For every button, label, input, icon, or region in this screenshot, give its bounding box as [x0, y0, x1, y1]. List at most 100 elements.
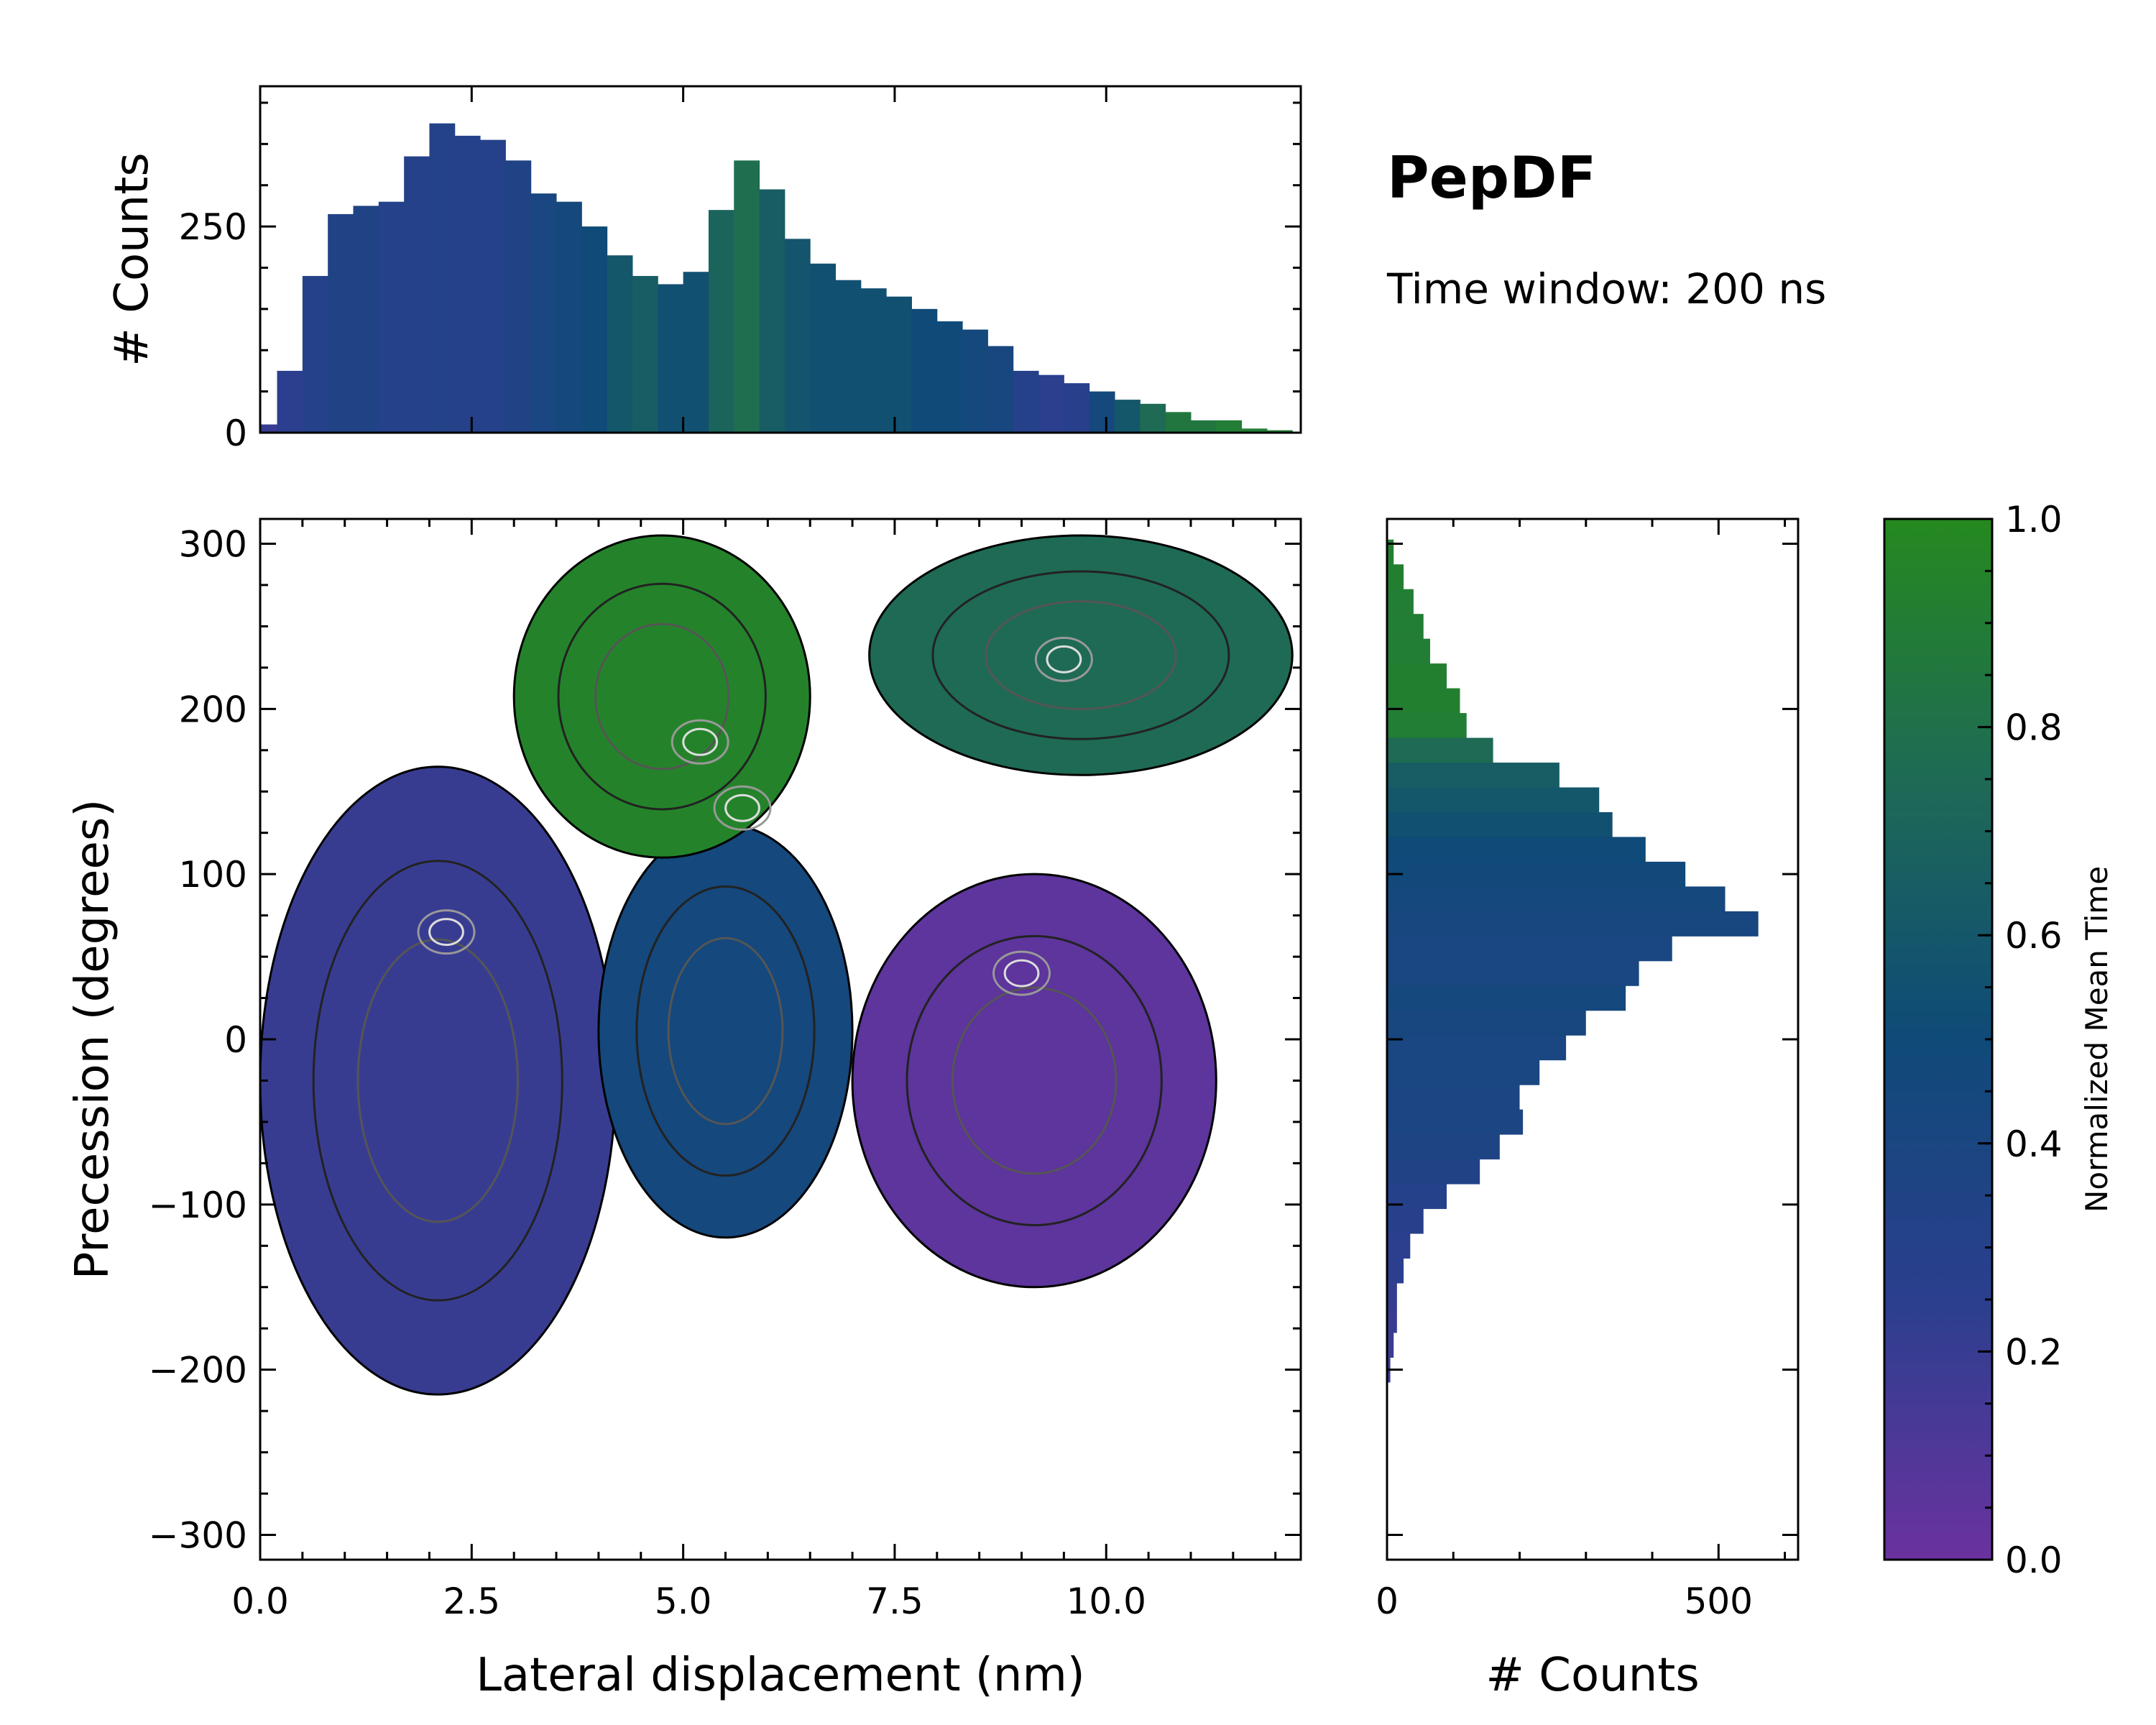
peak-contour: [428, 918, 464, 947]
density-contour: [951, 986, 1118, 1175]
x-marginal-bar: [987, 346, 1014, 433]
colorbar-ticks: 1.0 0.8 0.6 0.4 0.2 0.0: [1978, 499, 2063, 1581]
x-tick-label: 7.5: [866, 1581, 923, 1622]
y-marginal-bar: [1387, 837, 1646, 862]
y-tick-label: −200: [149, 1350, 247, 1392]
x-marginal-bar: [784, 239, 811, 433]
x-marginal-bar: [454, 135, 481, 433]
x-marginal-bar: [1013, 370, 1039, 433]
chart-subtitle: Time window: 200 ns: [1386, 264, 1826, 313]
peak-contour: [992, 950, 1051, 996]
y-marginal-bars: [1387, 539, 1759, 1383]
y-marginal-bar: [1387, 638, 1430, 664]
y-marginal-bar: [1387, 589, 1414, 615]
x-marginal-bar: [886, 296, 912, 433]
peak-contour: [671, 719, 729, 765]
x-marginal-bar: [530, 193, 557, 433]
density-contour: [906, 934, 1163, 1227]
y-tick-label: 100: [179, 854, 247, 896]
y-marginal-bar: [1387, 1059, 1540, 1085]
y-marginal-bar: [1387, 663, 1447, 689]
x-marginal-bar: [556, 201, 582, 433]
y-marginal-bar: [1387, 1332, 1394, 1358]
y-marginal-bar: [1387, 1010, 1586, 1036]
y-marginal-bar: [1387, 861, 1686, 887]
peak-contour: [682, 727, 719, 756]
colorbar-tick-label: 0.2: [2005, 1331, 2063, 1373]
density-contour: [557, 582, 767, 811]
joint-ylabel: Precession (degrees): [66, 799, 119, 1279]
peak-contour: [724, 794, 760, 822]
density-contour: [635, 885, 816, 1177]
y-marginal-bar: [1387, 960, 1639, 986]
density-contour: [984, 600, 1177, 711]
x-marginal-bar: [1038, 374, 1064, 433]
x-marginal-bar: [1064, 383, 1090, 433]
x-marginal-bar: [911, 308, 938, 433]
colorbar-tick-label: 0.0: [2005, 1540, 2063, 1581]
x-marginal-ticks: 250 0: [179, 86, 1301, 454]
peak-contour: [417, 909, 476, 955]
y-marginal-bar: [1387, 1233, 1411, 1259]
y-marginal-bar: [1387, 886, 1726, 912]
peak-contour: [1046, 645, 1082, 673]
y-tick-label: 300: [179, 523, 247, 565]
x-marginal-bar: [683, 272, 709, 433]
y-tick-label: −300: [149, 1515, 247, 1557]
x-marginal-bar: [1089, 391, 1115, 433]
y-tick-label: 0: [224, 413, 247, 454]
y-marginal-bar: [1387, 911, 1759, 937]
y-marginal-ticks: 0 500: [1376, 519, 1798, 1622]
x-marginal-bar: [632, 275, 658, 433]
x-marginal-bar: [302, 275, 328, 433]
x-marginal-bar: [353, 206, 379, 433]
heatmap-region: [512, 534, 811, 859]
y-tick-label: 250: [179, 206, 247, 248]
x-tick-label: 10.0: [1067, 1581, 1146, 1622]
density-contour: [931, 570, 1230, 740]
x-marginal-bar: [1165, 412, 1192, 433]
x-marginal-bar: [1190, 420, 1217, 433]
y-tick-label: 200: [179, 689, 247, 730]
y-marginal-bar: [1387, 787, 1600, 813]
density-contour: [667, 937, 784, 1126]
chart-title: PepDF: [1387, 144, 1596, 211]
colorbar-tick-label: 0.4: [2005, 1123, 2063, 1165]
x-marginal-bar: [1216, 420, 1243, 433]
x-marginal-bar: [607, 255, 633, 433]
x-marginal-bar: [260, 424, 278, 433]
x-marginal-bar: [1140, 403, 1166, 433]
x-tick-label: 5.0: [655, 1581, 712, 1622]
y-marginal-bar: [1387, 1134, 1500, 1160]
y-marginal-bar: [1387, 1258, 1404, 1284]
x-marginal-bar: [277, 370, 303, 433]
y-marginal-bar: [1387, 1109, 1524, 1135]
y-tick-label: 0: [224, 1019, 247, 1061]
colorbar-tick-label: 0.8: [2005, 707, 2063, 749]
x-marginal-bars: [260, 123, 1293, 433]
x-marginal-bar: [581, 226, 608, 433]
x-marginal-bar: [658, 284, 684, 433]
joint-xlabel: Lateral displacement (nm): [476, 1649, 1085, 1702]
x-marginal-bar: [708, 210, 734, 433]
y-marginal-xlabel: # Counts: [1485, 1649, 1699, 1702]
x-marginal-bar: [404, 156, 430, 433]
joint-ticks: 0.0 2.5 5.0 7.5 10.0 300 200 100 0 −100 −200 −300: [149, 519, 1301, 1622]
colorbar-tick-label: 0.6: [2005, 915, 2063, 957]
x-marginal-bar: [936, 321, 963, 433]
peak-contour: [713, 785, 772, 831]
y-marginal-bar: [1387, 985, 1626, 1011]
y-marginal-bar: [1387, 1159, 1480, 1184]
heatmap-region: [851, 873, 1217, 1289]
x-marginal-bar: [860, 288, 887, 433]
y-marginal-bar: [1387, 564, 1404, 590]
x-marginal-bar: [505, 160, 532, 433]
x-marginal-bar: [1241, 428, 1268, 433]
x-marginal-frame: [259, 85, 1302, 434]
joint-heatmap: [260, 534, 1294, 1396]
y-marginal-bar: [1387, 811, 1613, 837]
x-marginal-bar: [835, 280, 862, 433]
colorbar-tick-label: 1.0: [2005, 499, 2063, 540]
x-tick-label: 0: [1376, 1581, 1399, 1622]
